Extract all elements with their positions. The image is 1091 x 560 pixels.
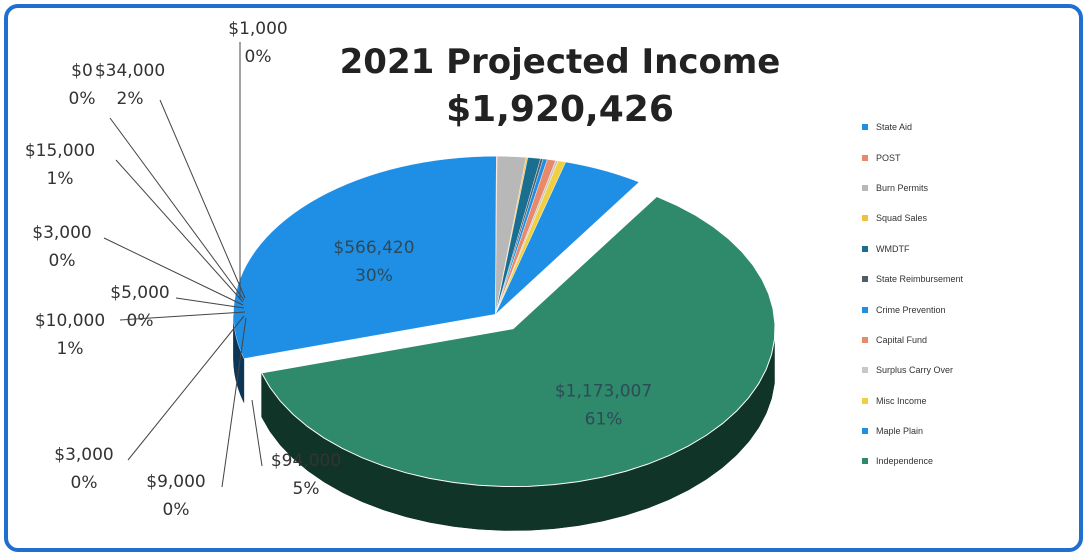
data-label-value: $1,173,007: [555, 381, 652, 401]
legend-label: Capital Fund: [876, 335, 927, 345]
data-label-percent: 1%: [57, 339, 84, 359]
data-label-value: $3,000: [54, 445, 113, 465]
chart-legend: State Aid POST Burn Permits Squad Sales WMDT…: [862, 112, 1062, 477]
legend-swatch: [862, 428, 868, 434]
data-label-percent: 61%: [585, 409, 623, 429]
data-label-percent: 0%: [69, 89, 96, 109]
legend-swatch: [862, 185, 868, 191]
legend-item: Maple Plain: [862, 416, 1062, 446]
data-label-percent: 0%: [71, 473, 98, 493]
data-label-percent: 1%: [47, 169, 74, 189]
legend-label: POST: [876, 153, 901, 163]
legend-label: Maple Plain: [876, 426, 923, 436]
leader-line: [128, 316, 244, 460]
legend-swatch: [862, 458, 868, 464]
legend-item: Capital Fund: [862, 325, 1062, 355]
data-label-value: $1,000: [228, 19, 287, 39]
data-label-percent: 2%: [117, 89, 144, 109]
legend-item: POST: [862, 142, 1062, 172]
legend-swatch: [862, 155, 868, 161]
data-label-value: $5,000: [110, 283, 169, 303]
legend-item: State Aid: [862, 112, 1062, 142]
data-label-percent: 30%: [355, 266, 393, 286]
data-label-percent: 0%: [127, 311, 154, 331]
legend-label: Independence: [876, 456, 933, 466]
data-label-value: $94,000: [271, 451, 341, 471]
legend-item: Crime Prevention: [862, 294, 1062, 324]
leader-line: [160, 100, 245, 298]
legend-label: Crime Prevention: [876, 305, 946, 315]
data-label-value: $9,000: [146, 472, 205, 492]
leader-line: [176, 298, 244, 308]
data-label-percent: 0%: [163, 500, 190, 520]
data-label-value: $3,000: [32, 223, 91, 243]
data-label-value: $566,420: [333, 238, 414, 258]
legend-item: State Reimbursement: [862, 264, 1062, 294]
legend-label: Misc Income: [876, 396, 927, 406]
legend-swatch: [862, 276, 868, 282]
data-label-percent: 0%: [245, 47, 272, 67]
legend-swatch: [862, 215, 868, 221]
leader-line: [116, 160, 243, 302]
legend-label: Surplus Carry Over: [876, 365, 953, 375]
legend-label: State Aid: [876, 122, 912, 132]
legend-swatch: [862, 246, 868, 252]
legend-item: Squad Sales: [862, 203, 1062, 233]
legend-item: WMDTF: [862, 234, 1062, 264]
legend-item: Burn Permits: [862, 173, 1062, 203]
legend-swatch: [862, 124, 868, 130]
legend-item: Surplus Carry Over: [862, 355, 1062, 385]
data-label-value: $10,000: [35, 311, 105, 331]
legend-swatch: [862, 398, 868, 404]
data-label-value: $0: [71, 61, 93, 81]
data-label-value: $34,000: [95, 61, 165, 81]
data-label-percent: 0%: [49, 251, 76, 271]
legend-label: Squad Sales: [876, 213, 927, 223]
legend-swatch: [862, 307, 868, 313]
legend-item: Misc Income: [862, 386, 1062, 416]
legend-swatch: [862, 367, 868, 373]
leader-line: [252, 400, 262, 466]
legend-label: WMDTF: [876, 244, 910, 254]
legend-label: State Reimbursement: [876, 274, 963, 284]
data-label-percent: 5%: [293, 479, 320, 499]
legend-item: Independence: [862, 446, 1062, 476]
data-label-value: $15,000: [25, 141, 95, 161]
legend-label: Burn Permits: [876, 183, 928, 193]
legend-swatch: [862, 337, 868, 343]
